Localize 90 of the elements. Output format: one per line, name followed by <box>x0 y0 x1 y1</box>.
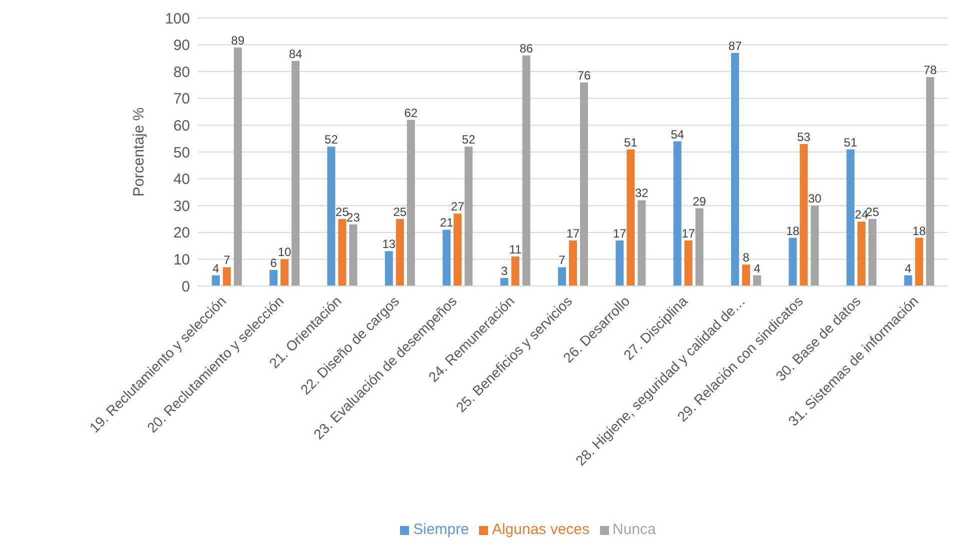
bar <box>327 146 336 286</box>
data-label: 25 <box>393 205 407 219</box>
bar <box>753 275 762 286</box>
bar <box>569 240 577 286</box>
y-tick-label: 70 <box>173 90 190 108</box>
bar <box>857 222 866 286</box>
data-label: 4 <box>904 261 912 276</box>
bar <box>904 275 912 286</box>
data-label: 17 <box>682 226 696 240</box>
bar <box>442 230 451 286</box>
data-label: 78 <box>923 62 938 77</box>
bar <box>522 56 530 286</box>
bar <box>222 267 231 286</box>
data-label: 17 <box>566 226 580 240</box>
data-label: 4 <box>754 261 761 276</box>
bar <box>396 219 404 286</box>
data-label: 87 <box>728 38 742 53</box>
data-label: 6 <box>270 256 278 270</box>
data-label: 54 <box>670 127 684 142</box>
bar <box>673 141 682 286</box>
y-tick-label: 30 <box>173 198 190 215</box>
data-label: 25 <box>336 205 350 219</box>
y-tick-label: 10 <box>173 252 190 269</box>
data-label: 17 <box>613 226 627 240</box>
legend-label: Siempre <box>413 521 469 538</box>
y-tick-label: 50 <box>173 144 190 162</box>
data-label: 11 <box>509 242 522 257</box>
data-label: 51 <box>844 135 858 150</box>
bar <box>454 214 462 286</box>
legend-label: Nunca <box>612 521 656 538</box>
bar <box>500 278 508 286</box>
data-label: 27 <box>450 200 465 214</box>
bar <box>684 240 692 286</box>
data-label: 51 <box>624 135 638 150</box>
bar <box>626 149 635 286</box>
bar <box>731 52 740 286</box>
bar <box>280 259 289 286</box>
data-label: 10 <box>278 245 292 260</box>
data-label: 13 <box>382 237 396 252</box>
data-label: 4 <box>212 261 220 276</box>
bar <box>338 219 346 286</box>
bar <box>846 149 854 286</box>
y-axis-title: Porcentaje % <box>130 107 148 197</box>
bar <box>464 146 473 286</box>
data-label: 84 <box>288 46 303 61</box>
bar <box>868 219 876 286</box>
data-label: 29 <box>692 194 706 208</box>
bar <box>742 264 750 286</box>
y-tick-label: 0 <box>182 278 190 296</box>
bar <box>234 47 242 286</box>
data-label: 52 <box>324 132 338 147</box>
bar <box>558 267 566 286</box>
legend-label: Algunas veces <box>492 521 590 538</box>
data-label: 62 <box>404 106 418 120</box>
bar <box>212 275 220 286</box>
bar <box>292 60 300 286</box>
data-label: 7 <box>558 253 566 268</box>
bar <box>616 240 624 286</box>
y-tick-label: 20 <box>173 224 190 242</box>
bar <box>406 120 415 286</box>
data-label: 8 <box>742 250 750 265</box>
data-label: 18 <box>786 224 800 238</box>
bar <box>810 206 819 286</box>
bar <box>349 224 358 286</box>
y-tick-label: 60 <box>173 118 190 135</box>
data-label: 7 <box>224 253 230 268</box>
data-label: 30 <box>808 192 822 206</box>
bar <box>270 270 278 286</box>
y-tick-label: 80 <box>173 64 190 81</box>
y-tick-label: 40 <box>173 171 190 188</box>
bar <box>695 208 704 286</box>
data-label: 86 <box>520 42 534 56</box>
bar <box>788 238 797 286</box>
data-label: 32 <box>635 186 649 200</box>
data-label: 76 <box>577 68 591 82</box>
data-label: 18 <box>912 224 926 238</box>
bar <box>800 144 808 286</box>
data-label: 52 <box>462 132 476 147</box>
bar <box>926 76 934 286</box>
data-label: 3 <box>500 264 508 278</box>
bar <box>638 200 646 286</box>
data-label: 53 <box>797 130 811 144</box>
data-label: 21 <box>440 216 454 230</box>
bar <box>580 82 588 286</box>
bar <box>511 256 520 286</box>
bar <box>915 238 924 286</box>
y-tick-label: 100 <box>164 10 190 28</box>
bar <box>384 251 393 286</box>
data-label: 89 <box>231 33 245 48</box>
y-tick-label: 90 <box>173 37 190 54</box>
